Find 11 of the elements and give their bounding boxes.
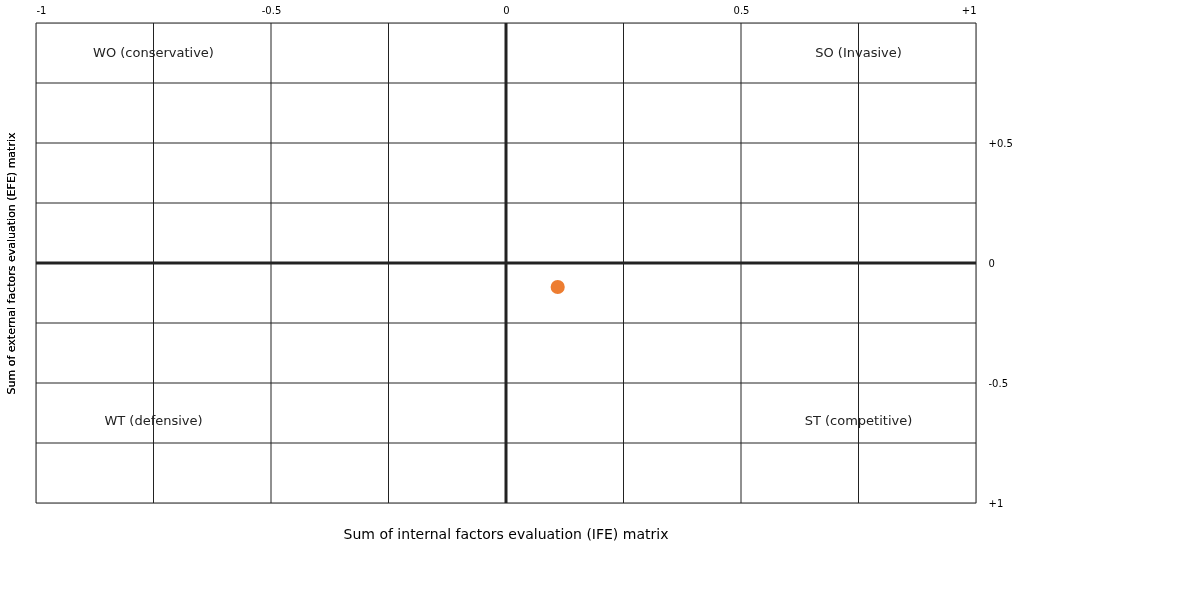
x-tick-label: 0.5 [733,4,750,16]
x-tick-label: -0.5 [261,4,282,16]
x-axis-title: Sum of internal factors evaluation (IFE) matrix [343,526,669,542]
x-tick-label: -1 [36,4,47,16]
y-axis-title: Sum of external factors evaluation (EFE) matrix [4,132,18,395]
x-tick-label: 0 [503,4,510,16]
y-tick-label: +1 [988,497,1004,509]
y-tick-label: -0.5 [988,377,1009,389]
y-tick-label: +0.5 [988,137,1013,149]
x-tick-label: +1 [961,4,977,16]
y-tick-label: 0 [988,257,995,269]
